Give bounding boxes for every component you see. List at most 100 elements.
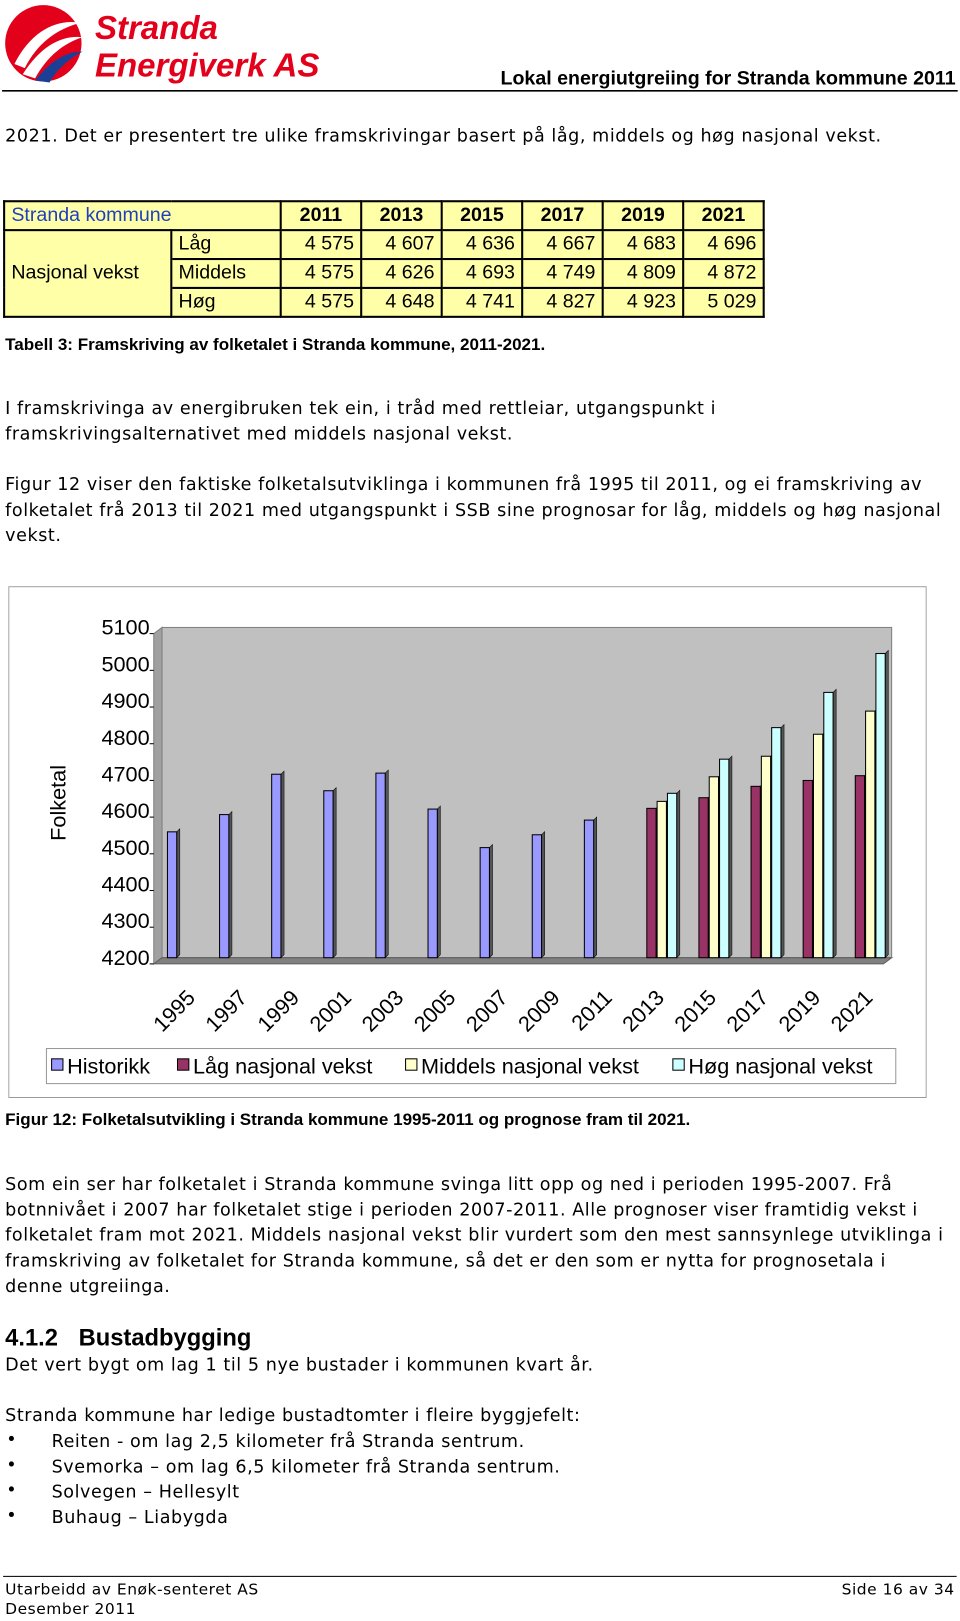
paragraph: I framskrivinga av energibruken tek ein,… [5,398,717,445]
y-tick-label: 5100 [101,615,149,640]
bar [812,733,824,959]
paragraph: 2021. Det er presentert tre ulike framsk… [5,125,882,147]
bullet: • [6,1505,17,1527]
y-axis-title: Folketal [46,765,71,841]
legend-label: Låg nasjonal vekst [193,1053,372,1078]
footer-rule [3,1575,957,1577]
bullet-list: • Reiten - om lag 2,5 kilometer frå Stran… [0,1429,949,1531]
table-cell: 4 575 [279,286,363,318]
bar [854,775,866,959]
footer-text: Desember 2011 [5,1599,137,1619]
bar [323,790,334,959]
paragraph: Stranda kommune har ledige bustadtomter … [5,1405,581,1427]
bullet-item: • Reiten - om lag 2,5 kilometer frå Stran… [0,1429,949,1454]
logo-text: Stranda [95,9,218,46]
legend-box [45,1047,897,1085]
table-cell [3,229,173,260]
y-tick-label: 4700 [101,761,149,786]
bar [375,772,386,959]
bar [427,808,438,959]
table-cell: 4 809 [601,257,685,289]
bullet-text: Reiten - om lag 2,5 kilometer frå Strand… [51,1431,525,1453]
column-header: 2013 [360,200,443,232]
table-header: Stranda kommune 2011 2013 2015 2017 2019… [3,200,765,232]
footer-text: Utarbeidd av Enøk-senteret AS [5,1579,259,1599]
bar [750,785,761,959]
bullet-text: Solvegen – Hellesylt [51,1482,240,1503]
table-row: Nasjonal vekst Middels 4 575 4 626 4 693… [3,257,765,289]
bar [875,652,886,959]
bar [646,807,657,959]
bar [865,710,876,959]
paragraph: Som ein ser har folketalet i Stranda kom… [5,1174,944,1298]
table-cell: 4 696 [682,229,765,261]
table-cell: 4 636 [440,229,524,261]
bar [802,779,813,959]
table-corner: Stranda kommune [3,200,282,232]
table-caption: Tabell 3: Framskriving av folketalet i S… [5,335,546,354]
table-cell: 4 648 [360,286,443,318]
bar [698,797,709,959]
figure-caption: Figur 12: Folketalsutvikling i Stranda k… [5,1110,691,1130]
chart: Folketal 4200 4300 4400 4500 4600 4700 4800 490… [8,586,927,1099]
y-tick-label: 4500 [101,835,149,860]
column-header: 2011 [279,200,363,232]
table-cell: 4 923 [601,286,685,318]
table-row: Høg 4 575 4 648 4 741 4 827 4 923 5 029 [3,286,765,318]
bar [219,814,230,959]
column-header: 2015 [440,200,524,232]
legend-swatch [672,1058,685,1071]
legend-swatch [405,1058,418,1071]
bar [760,755,772,959]
bar [271,773,282,959]
table-cell: 4 693 [440,257,524,289]
bar [479,847,490,959]
table-cell: 5 029 [682,286,765,318]
column-header: 2017 [521,200,604,232]
table-cell: 4 741 [440,286,524,318]
plot-wall [153,626,163,965]
table-cell: 4 827 [521,286,604,318]
bar [719,758,730,959]
paragraph: Det vert bygt om lag 1 til 5 nye bustade… [5,1355,594,1376]
table: Stranda kommune 2011 2013 2015 2017 2019… [3,200,765,318]
heading-number: 4.1.2 [5,1324,58,1351]
row-label-text: Låg [178,233,212,255]
legend-label: Historikk [67,1053,150,1078]
bar [583,819,595,959]
bullet-item: • Solvegen – Hellesylt [0,1480,949,1505]
column-header: 2021 [682,200,765,232]
footer-left: Utarbeidd av Enøk-senteret AS Desember 2… [5,1580,259,1619]
y-tick-label: 4600 [101,798,149,823]
bullet: • [6,1454,17,1476]
table-cell: 4 607 [360,229,443,261]
legend-label: Høg nasjonal vekst [688,1053,872,1078]
table-cell: 4 575 [279,229,363,261]
y-tick-label: 5000 [101,651,149,676]
group-label: Nasjonal vekst [3,259,173,288]
y-tick-label: 4900 [101,688,149,713]
bar [166,831,178,959]
logo-text: Energiverk AS [95,46,319,83]
bullet-text: Svemorka – om lag 6,5 kilometer frå Stra… [51,1456,561,1478]
bar [708,776,720,959]
y-tick-label: 4200 [101,945,149,970]
bullet: • [6,1429,17,1450]
bullet-item: • Svemorka – om lag 6,5 kilometer frå Str… [0,1455,949,1480]
table-cell: 4 683 [601,229,685,261]
bar [823,691,834,959]
y-tick-label: 4400 [101,872,149,897]
heading-text: Bustadbygging [78,1324,252,1351]
bullet: • [6,1480,17,1501]
legend-swatch [51,1058,64,1071]
y-tick-label: 4300 [101,908,149,933]
bar [531,834,543,959]
legend-swatch [176,1058,190,1071]
table-cell: 4 626 [360,257,443,289]
paragraph: Figur 12 viser den faktiske folketalsutv… [5,474,942,547]
bullet-item: • Buhaug – Liabygda [0,1506,949,1531]
plot-floor [152,957,894,965]
header-title: Lokal energiutgreiing for Stranda kommun… [501,68,956,90]
